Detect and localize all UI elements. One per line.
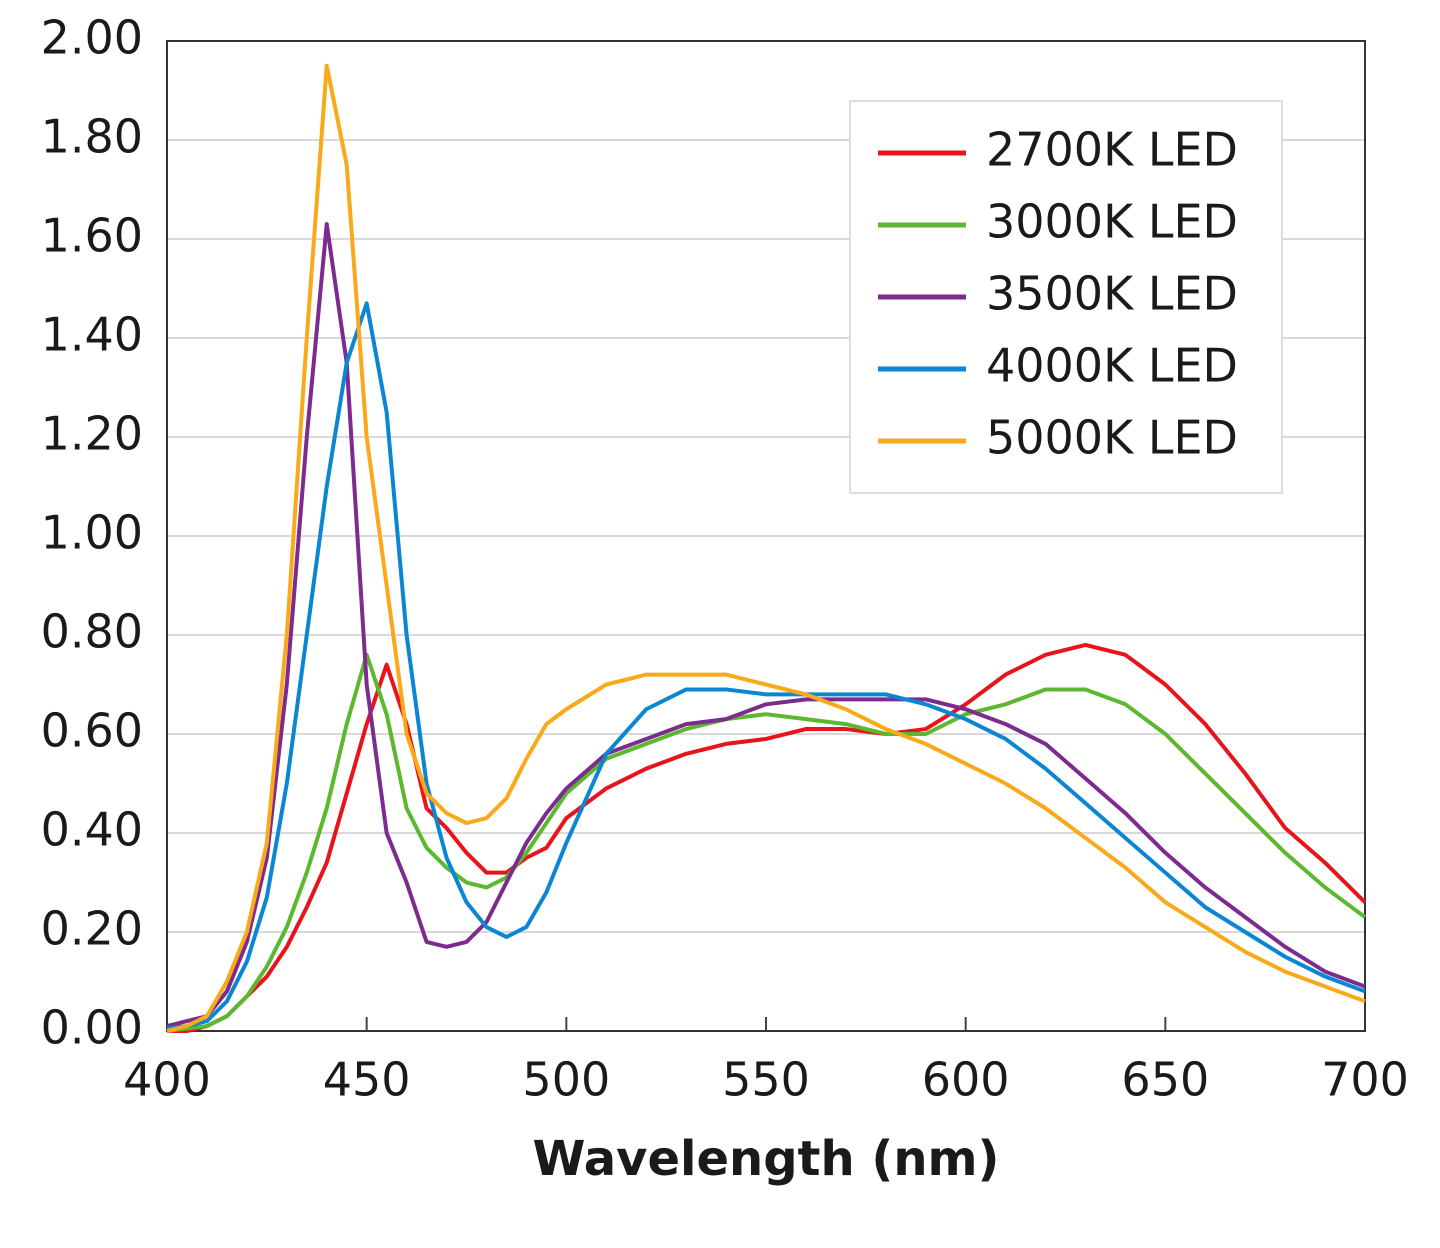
y-tick-label: 0.80 xyxy=(41,605,143,659)
line-series xyxy=(166,63,1366,1033)
y-tick-label: 1.40 xyxy=(41,308,143,362)
x-tick-label: 550 xyxy=(722,1053,810,1107)
legend-label: 2700K LED xyxy=(986,123,1238,177)
line-series xyxy=(166,222,1366,1028)
x-tick-label: 600 xyxy=(922,1053,1010,1107)
legend-label: 4000K LED xyxy=(986,339,1238,393)
y-tick-label: 1.80 xyxy=(41,110,143,164)
line-series xyxy=(167,642,1367,1033)
y-tick-label: 1.00 xyxy=(41,506,143,560)
legend-label: 5000K LED xyxy=(986,411,1238,465)
line-series xyxy=(166,301,1366,1031)
x-tick-label: 400 xyxy=(123,1053,211,1107)
y-tick-label: 0.20 xyxy=(41,902,143,956)
y-tick-label: 2.00 xyxy=(41,11,143,65)
y-tick-label: 0.40 xyxy=(41,803,143,857)
line-series xyxy=(166,652,1367,1033)
x-tick-label: 450 xyxy=(323,1053,411,1107)
x-tick-label: 650 xyxy=(1121,1053,1209,1107)
y-tick-label: 1.60 xyxy=(41,209,143,263)
x-tick-label: 700 xyxy=(1321,1053,1409,1107)
y-tick-label: 0.00 xyxy=(41,1001,143,1055)
x-tick-label: 500 xyxy=(522,1053,610,1107)
legend-label: 3500K LED xyxy=(986,267,1238,321)
y-tick-label: 1.20 xyxy=(41,407,143,461)
y-tick-label: 0.60 xyxy=(41,704,143,758)
plot-frame xyxy=(166,40,1366,1032)
legend-label: 3000K LED xyxy=(986,195,1238,249)
x-axis-label: Wavelength (nm) xyxy=(533,1131,1000,1187)
